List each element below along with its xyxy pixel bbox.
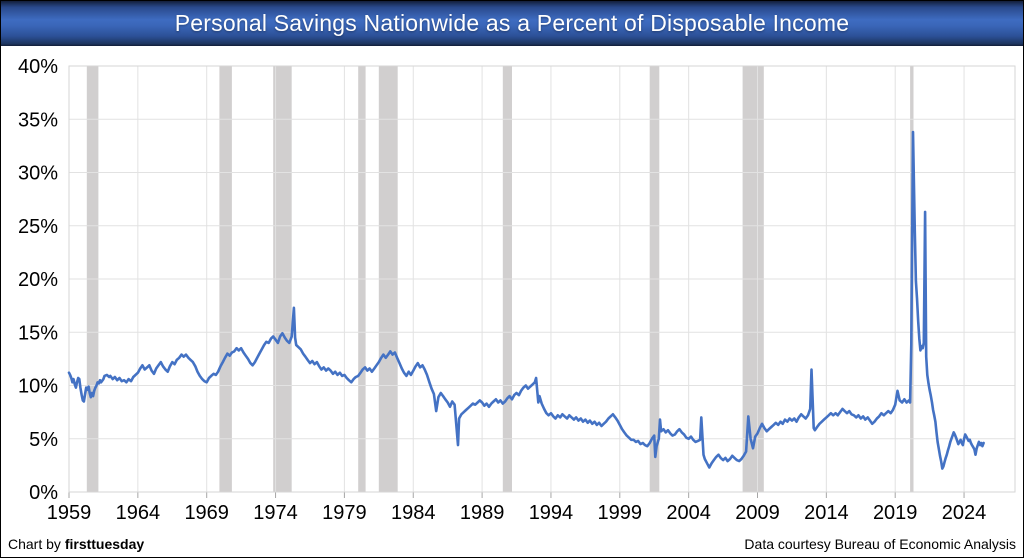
footer-credit: Chart by firsttuesday <box>8 536 145 552</box>
x-axis-label: 2019 <box>873 502 918 524</box>
x-axis-label: 1994 <box>529 502 574 524</box>
y-axis-label: 10% <box>18 376 58 398</box>
y-axis-label: 25% <box>18 216 58 238</box>
plot-border <box>68 65 1016 493</box>
y-axis-label: 5% <box>29 429 58 451</box>
x-axis-label: 1984 <box>391 502 436 524</box>
y-axis-label: 30% <box>18 163 58 185</box>
title-bar: Personal Savings Nationwide as a Percent… <box>1 1 1023 46</box>
x-axis-label: 1979 <box>322 502 367 524</box>
x-axis-label: 1959 <box>47 502 92 524</box>
y-axis-label: 35% <box>18 109 58 131</box>
x-axis-label: 1974 <box>253 502 298 524</box>
footer: Chart by firsttuesday Data courtesy Bure… <box>1 534 1023 557</box>
x-axis-label: 1969 <box>184 502 229 524</box>
x-axis-label: 1989 <box>460 502 505 524</box>
x-axis-label: 2014 <box>804 502 849 524</box>
y-axis-label: 15% <box>18 322 58 344</box>
y-axis-label: 40% <box>18 56 58 78</box>
x-axis-label: 2024 <box>942 502 987 524</box>
x-axis-label: 2009 <box>735 502 780 524</box>
x-axis-label: 1999 <box>598 502 643 524</box>
x-axis-label: 1964 <box>116 502 161 524</box>
chart-canvas: 0% 5% 10% 15% 20% 25% 30% 35% 40% 1959 1964 1969 197… <box>18 56 1016 524</box>
data-line <box>67 130 985 470</box>
footer-source: Data courtesy Bureau of Economic Analysi… <box>744 536 1016 552</box>
x-axis-label: 2004 <box>666 502 711 524</box>
chart-title: Personal Savings Nationwide as a Percent… <box>174 10 850 36</box>
y-axis-label: 20% <box>18 269 58 291</box>
y-axis-label: 0% <box>29 482 58 504</box>
